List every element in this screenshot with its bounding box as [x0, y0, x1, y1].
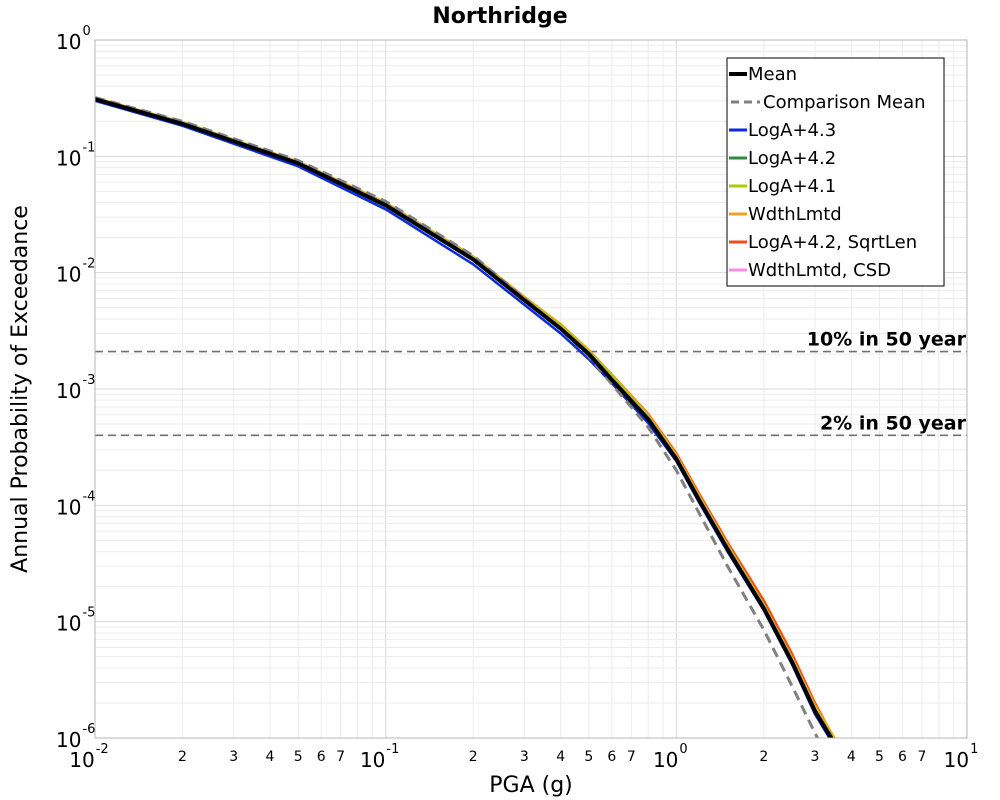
- series-curves: [95, 96, 836, 738]
- legend-label: LogA+4.2, SqrtLen: [748, 232, 917, 253]
- reference-labels: 10% in 50 year 2% in 50 year: [807, 329, 967, 435]
- plot-border: [94, 39, 968, 739]
- reference-label: 10% in 50 year: [807, 329, 967, 351]
- x-minor-tick-label: 3: [520, 749, 529, 765]
- legend: Mean Comparison Mean LogA+4.3 LogA+4.2 LogA+…: [726, 57, 945, 287]
- x-minor-tick-label: 3: [229, 749, 238, 765]
- legend-label: WdthLmtd, CSD: [748, 260, 891, 281]
- reference-lines: [95, 350, 967, 437]
- legend-label: LogA+4.2: [748, 148, 836, 169]
- x-minor-tick-label: 5: [294, 749, 303, 765]
- x-minor-tick-label: 7: [918, 749, 927, 765]
- legend-label: LogA+4.1: [748, 176, 836, 197]
- x-minor-tick-label: 2: [178, 749, 187, 765]
- x-tick-label: 10-2: [69, 742, 108, 772]
- reference-label: 2% in 50 year: [820, 412, 967, 434]
- x-minor-tick-label: 4: [847, 749, 856, 765]
- y-tick-label: 10-3: [56, 373, 95, 403]
- x-minor-tick-label: 6: [898, 749, 907, 765]
- x-axis-label: PGA (g): [489, 773, 573, 798]
- y-tick-label: 10-1: [56, 140, 95, 170]
- x-minor-tick-label: 5: [875, 749, 884, 765]
- x-minor-tick-label: 7: [627, 749, 636, 765]
- x-minor-tick-label: 5: [584, 749, 593, 765]
- y-tick-label: 10-6: [56, 722, 95, 752]
- legend-label: Mean: [748, 64, 797, 85]
- y-tick-label: 10-5: [56, 606, 95, 636]
- x-minor-tick-label: 7: [336, 749, 345, 765]
- grid: [94, 40, 967, 739]
- y-tick-label: 10-4: [56, 489, 95, 519]
- y-tick-label: 100: [56, 24, 91, 54]
- chart-title: Northridge: [432, 4, 567, 29]
- x-minor-tick-label: 4: [266, 749, 275, 765]
- x-minor-tick-label: 2: [759, 749, 768, 765]
- x-minor-tick-label: 6: [607, 749, 616, 765]
- x-minor-tick-label: 2: [469, 749, 478, 765]
- x-tick-label: 101: [944, 742, 979, 772]
- x-tick-label: 10-1: [360, 742, 399, 772]
- x-minor-tick-label: 6: [317, 749, 326, 765]
- y-axis-label: Annual Probability of Exceedance: [8, 205, 33, 573]
- legend-box: [726, 57, 945, 287]
- legend-label: WdthLmtd: [748, 204, 842, 225]
- y-axis-ticks: 100 10-1 10-2 10-3 10-4 10-5 10-6: [56, 24, 95, 752]
- x-minor-tick-label: 3: [811, 749, 820, 765]
- x-minor-tick-label: 4: [556, 749, 565, 765]
- series-line-mean: [95, 97, 834, 738]
- x-tick-label: 100: [653, 742, 688, 772]
- y-tick-label: 10-2: [56, 257, 95, 287]
- legend-label: LogA+4.3: [748, 120, 836, 141]
- series-line-comparison-mean: [95, 96, 820, 738]
- legend-label: Comparison Mean: [763, 92, 926, 113]
